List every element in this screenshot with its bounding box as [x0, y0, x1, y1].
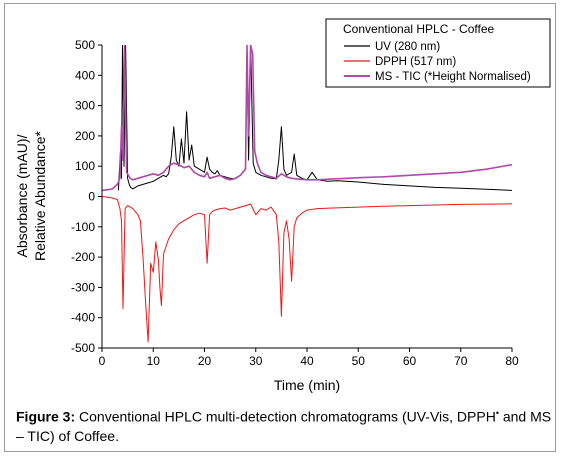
y-tick-label: 400 [75, 68, 95, 82]
y-tick-label: -300 [71, 280, 95, 294]
legend-title: Conventional HPLC - Coffee [343, 22, 495, 36]
y-tick-label: 100 [75, 159, 95, 173]
x-tick-label: 50 [352, 354, 366, 368]
y-tick-label: 300 [75, 99, 95, 113]
y-tick-label: 0 [88, 190, 95, 204]
x-tick-label: 0 [99, 354, 106, 368]
y-axis-label-line-1: Absorbance (mAU)/ [14, 134, 30, 257]
x-tick-label: 70 [454, 354, 468, 368]
caption-text-2: and MS – TIC) of Coffee. [16, 408, 552, 444]
legend-label-dpph: DPPH (517 nm) [375, 56, 456, 68]
chromatogram-chart: 0 10 20 30 40 50 60 70 80 500 400 300 200 100 0 -100 -20… [14, 18, 551, 393]
x-tick-label: 40 [300, 354, 314, 368]
series-layer [102, 45, 512, 343]
y-tick-label: -200 [71, 250, 95, 264]
figure-caption: Figure 3: Conventional HPLC multi-detect… [16, 404, 556, 446]
figure-frame [4, 3, 556, 452]
x-tick-label: 80 [505, 354, 519, 368]
y-tick-label: -400 [71, 311, 95, 325]
x-tick-label: 10 [147, 354, 161, 368]
legend: Conventional HPLC - Coffee UV (280 nm) D… [325, 18, 551, 88]
tick-layer: 0 10 20 30 40 50 60 70 80 500 400 300 200 100 0 -100 -20… [71, 38, 519, 368]
series-line-ms-tic [102, 45, 512, 192]
x-tick-label: 30 [249, 354, 263, 368]
y-axis-label-line-2: Relative Abundance* [32, 130, 48, 261]
series-line-dpph [102, 196, 512, 343]
legend-label-ms-tic: MS - TIC (*Height Normalised) [375, 71, 531, 83]
plot-area [102, 45, 512, 348]
x-axis-label: Time (min) [274, 377, 340, 393]
x-tick-label: 60 [403, 354, 417, 368]
legend-box [325, 18, 551, 88]
caption-label: Figure 3: [16, 408, 76, 425]
x-tick-label: 20 [198, 354, 212, 368]
y-tick-label: 500 [75, 38, 95, 52]
caption-text: Conventional HPLC multi-detection chroma… [79, 408, 496, 425]
y-tick-label: -500 [71, 341, 95, 355]
plot-background [102, 45, 512, 348]
y-axis-label: Absorbance (mAU)/ Relative Abundance* [14, 130, 48, 261]
legend-label-uv: UV (280 nm) [375, 41, 440, 53]
y-tick-label: 200 [75, 129, 95, 143]
y-tick-label: -100 [71, 220, 95, 234]
caption-superscript: • [495, 408, 499, 418]
